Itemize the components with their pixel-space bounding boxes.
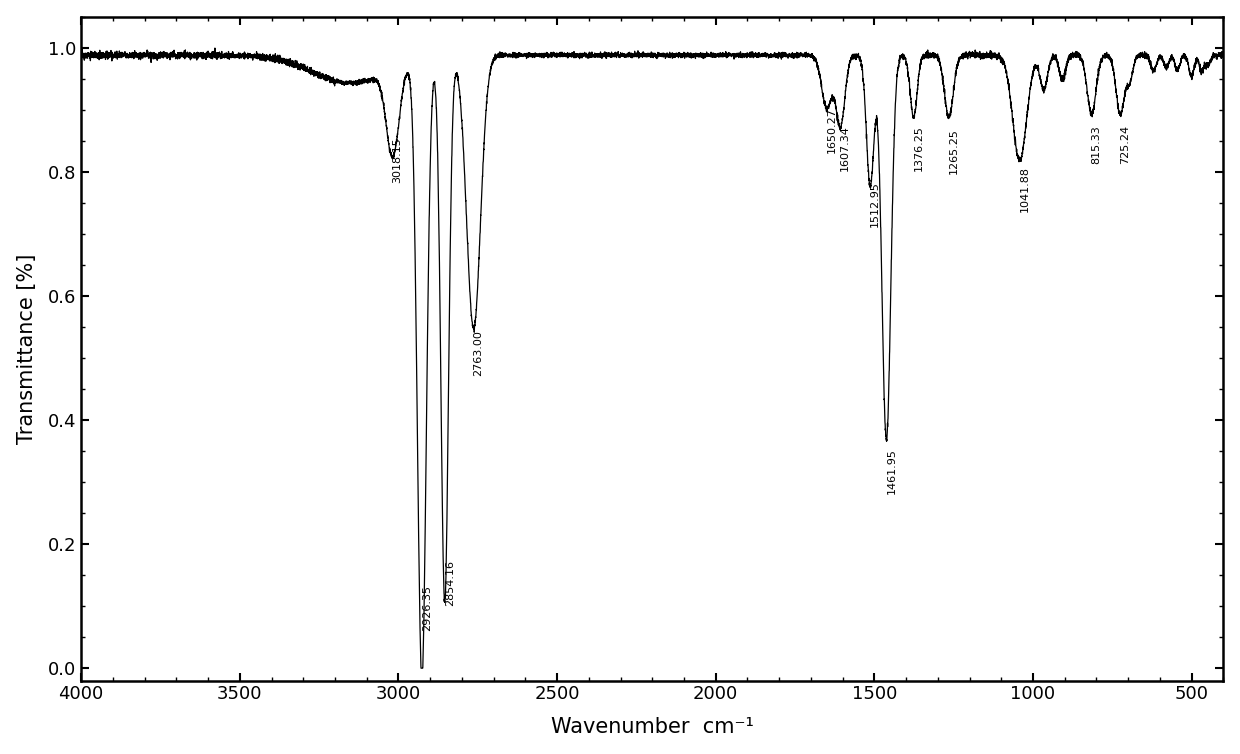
Text: 1650.27: 1650.27: [827, 106, 837, 152]
Text: 2926.35: 2926.35: [422, 585, 432, 631]
Text: 725.24: 725.24: [1120, 125, 1130, 164]
Text: 815.33: 815.33: [1091, 125, 1101, 164]
Text: 2763.00: 2763.00: [474, 330, 484, 376]
Text: 1041.88: 1041.88: [1019, 166, 1029, 212]
Text: 1376.25: 1376.25: [914, 125, 924, 171]
X-axis label: Wavenumber  cm⁻¹: Wavenumber cm⁻¹: [551, 717, 754, 737]
Text: 1512.95: 1512.95: [870, 181, 880, 227]
Text: 1265.25: 1265.25: [949, 128, 959, 174]
Text: 3018.15: 3018.15: [393, 138, 403, 183]
Y-axis label: Transmittance [%]: Transmittance [%]: [16, 253, 37, 444]
Text: 1461.95: 1461.95: [887, 448, 897, 494]
Text: 2854.16: 2854.16: [445, 560, 455, 606]
Text: 1607.34: 1607.34: [841, 125, 851, 171]
